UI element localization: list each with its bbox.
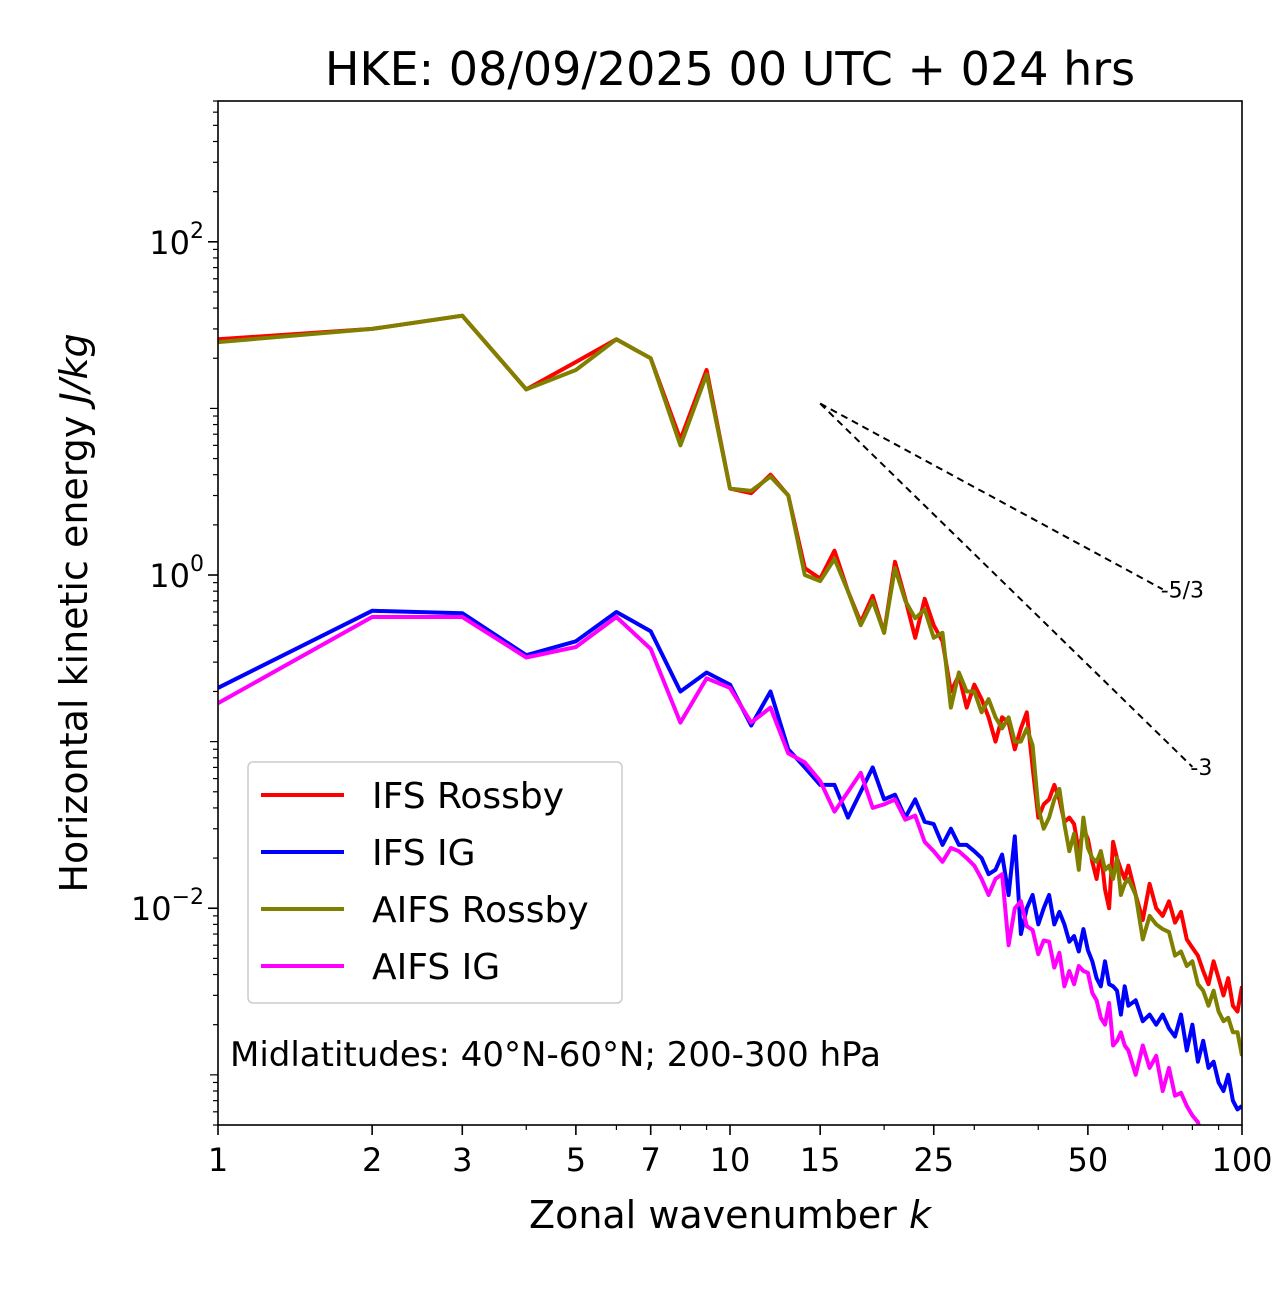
- y-axis-title-unit: J/kg: [52, 333, 96, 410]
- x-axis-title: Zonal wavenumber k: [529, 1193, 933, 1237]
- x-tick-label: 7: [641, 1141, 661, 1179]
- x-axis: 1 2 3 5 7 10 15 25 50 100: [208, 1125, 1273, 1179]
- series-lines: [218, 313, 1242, 1125]
- x-tick-label: 3: [452, 1141, 472, 1179]
- reference-line-2: [819, 402, 1194, 768]
- series-line-aifs-ig: [218, 615, 1201, 1125]
- legend-label-ifs-ig: IFS IG: [372, 833, 476, 874]
- series-line-aifs-rossby: [218, 313, 1242, 1057]
- x-axis-title-variable: k: [909, 1193, 933, 1237]
- x-tick-label: 50: [1068, 1141, 1109, 1179]
- legend-label-aifs-rossby: AIFS Rossby: [372, 890, 589, 931]
- x-tick-label: 5: [566, 1141, 586, 1179]
- x-axis-title-text: Zonal wavenumber: [529, 1193, 909, 1237]
- x-tick-label: 2: [362, 1141, 382, 1179]
- legend-label-aifs-ig: AIFS IG: [372, 947, 500, 988]
- legend-label-ifs-rossby: IFS Rossby: [372, 776, 564, 817]
- y-tick-label: 102: [149, 219, 204, 262]
- slope-labels: -5/3 -3: [1161, 578, 1213, 781]
- legend: IFS Rossby IFS IG AIFS Rossby AIFS IG: [247, 761, 623, 1004]
- y-axis-title-text: Horizontal kinetic energy: [52, 404, 96, 893]
- reference-line-1: [819, 402, 1164, 591]
- y-axis: 102 100 10−2: [131, 100, 218, 1126]
- x-tick-label: 1: [208, 1141, 228, 1179]
- x-tick-label: 100: [1211, 1141, 1272, 1179]
- y-axis-title: Horizontal kinetic energy J/kg: [52, 333, 96, 892]
- region-annotation: Midlatitudes: 40°N-60°N; 200-300 hPa: [230, 1035, 881, 1075]
- reference-line-label-1: -5/3: [1161, 578, 1204, 603]
- x-tick-label: 25: [913, 1141, 954, 1179]
- reference-line-label-2: -3: [1190, 756, 1212, 781]
- reference-lines: [819, 402, 1194, 768]
- chart-title: HKE: 08/09/2025 00 UTC + 024 hrs: [325, 42, 1135, 96]
- x-tick-label: 10: [710, 1141, 751, 1179]
- y-tick-label: 10−2: [131, 885, 204, 928]
- y-tick-label: 100: [149, 552, 204, 595]
- x-tick-label: 15: [800, 1141, 841, 1179]
- legend-frame: [247, 761, 623, 1004]
- series-line-ifs-ig: [218, 608, 1242, 1112]
